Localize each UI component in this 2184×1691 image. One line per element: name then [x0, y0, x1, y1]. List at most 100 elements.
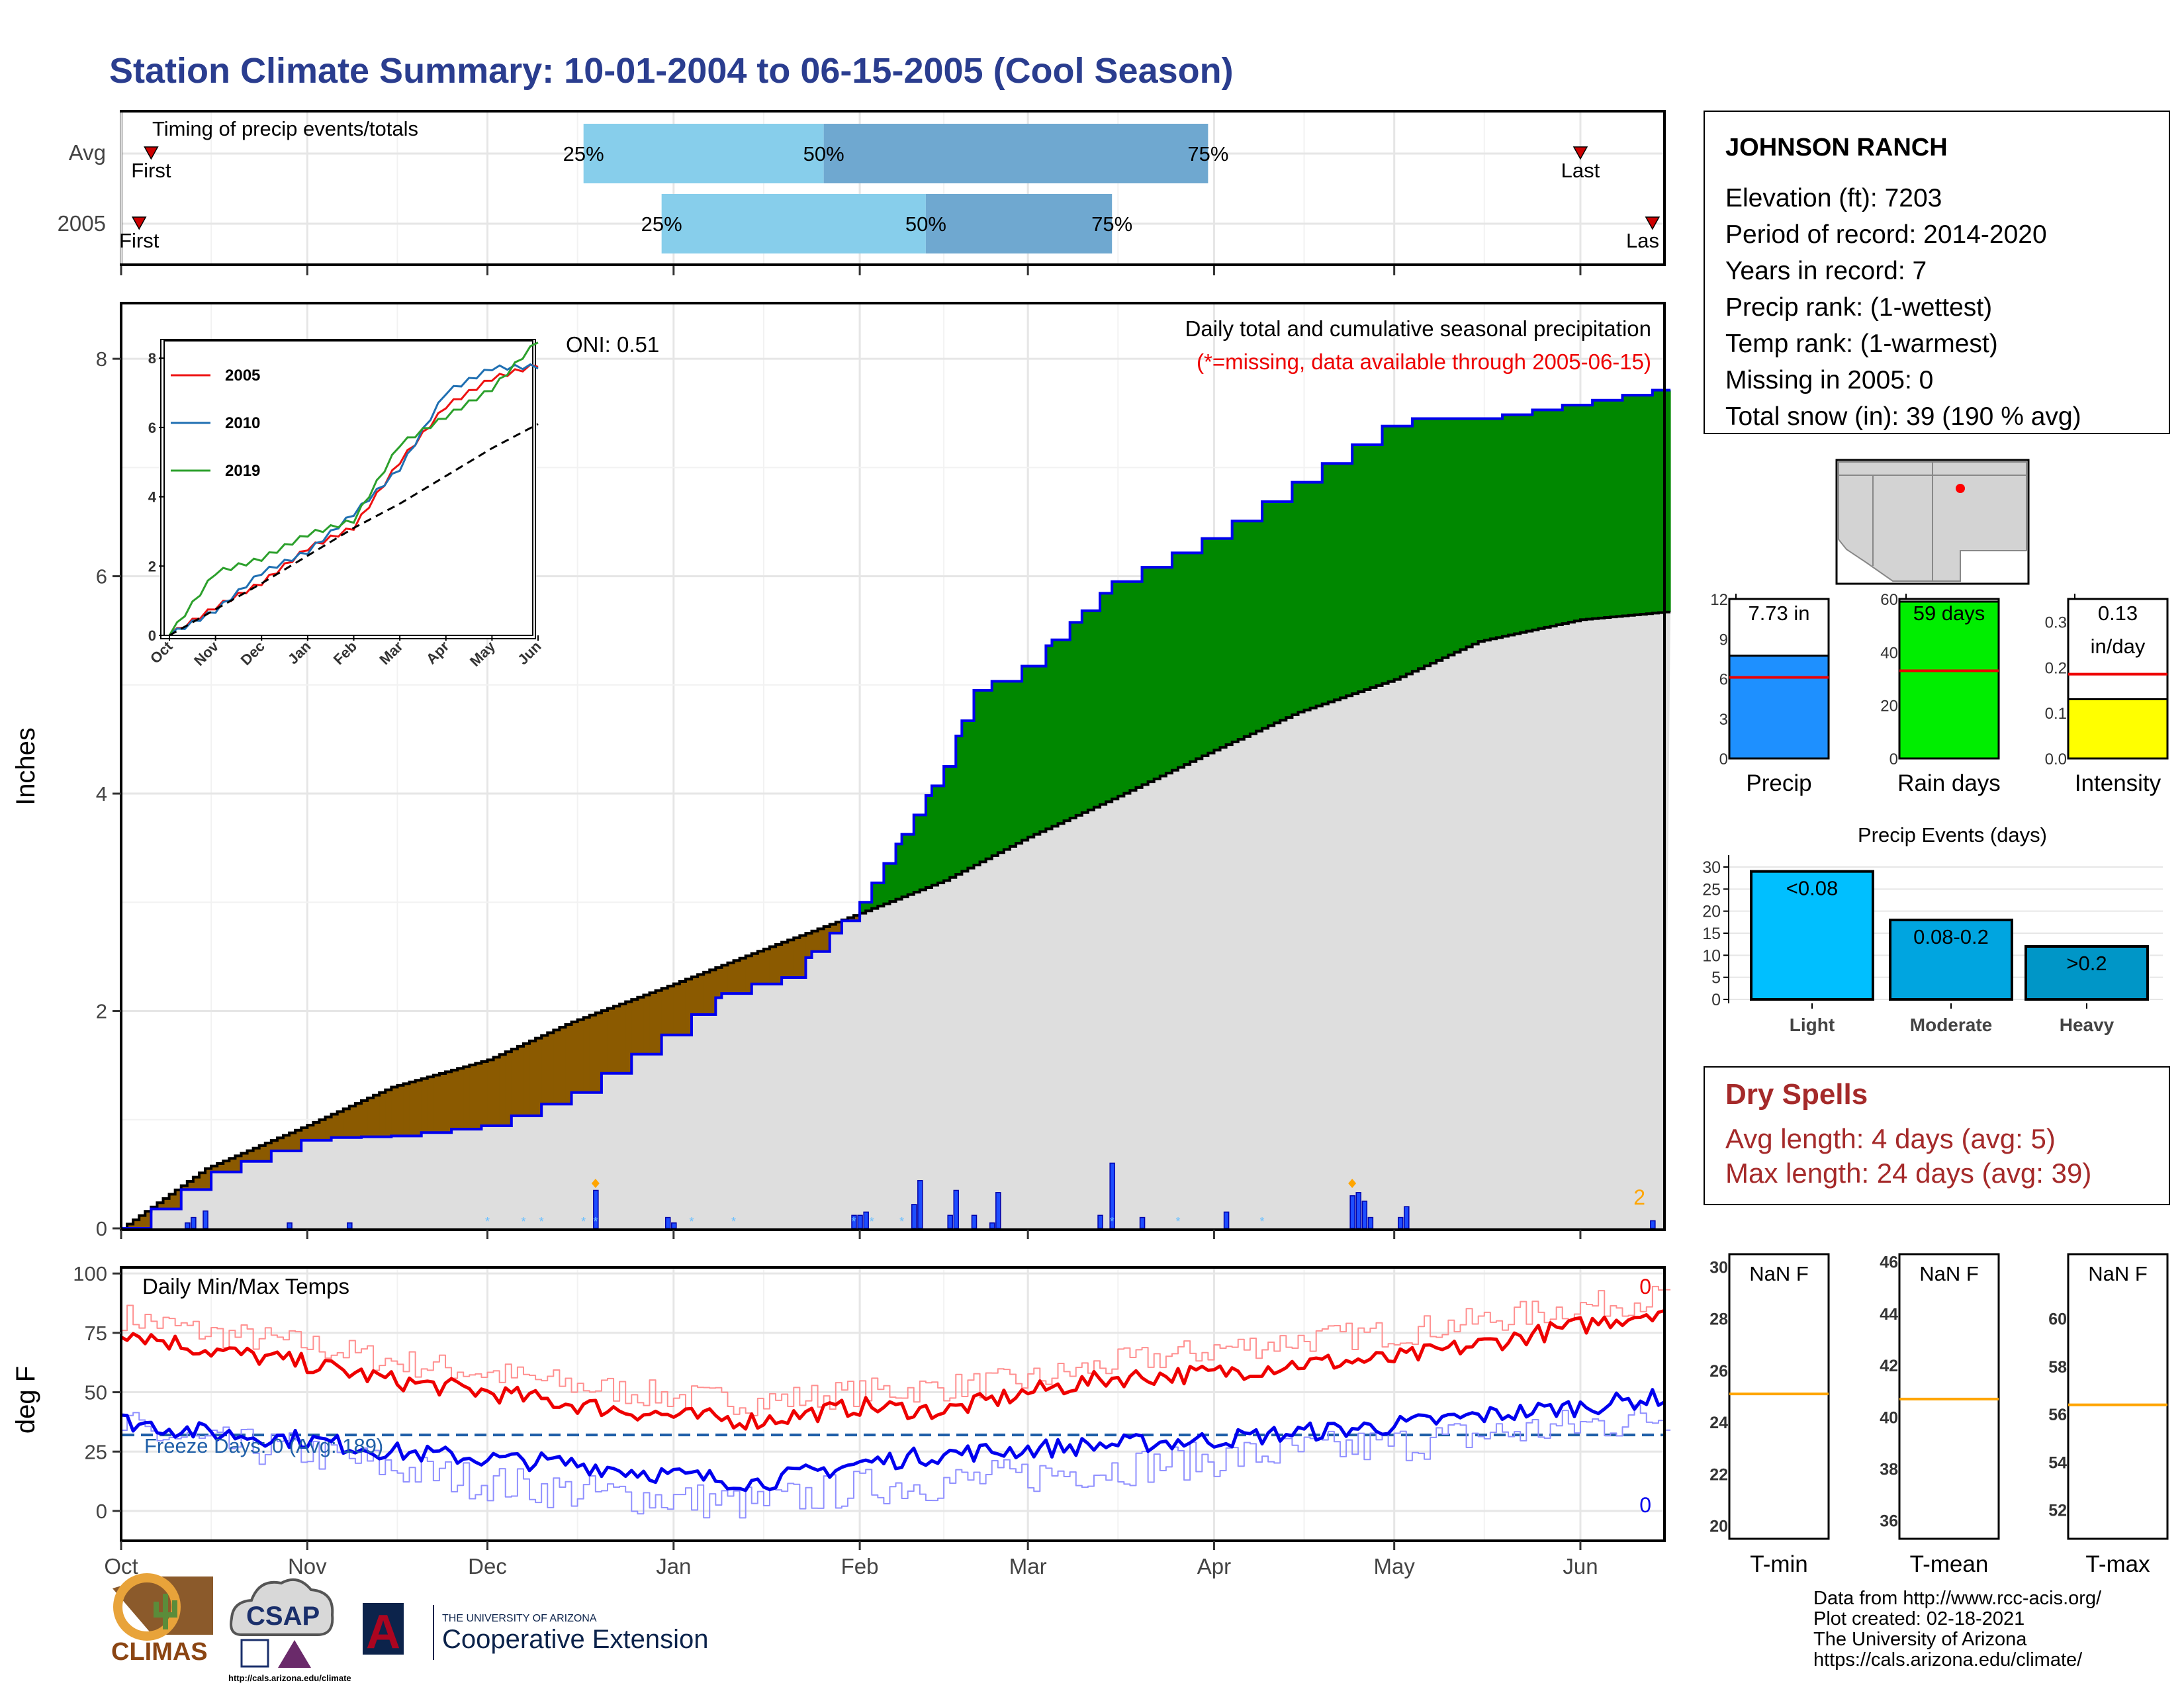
temp-bar-tick-label: 54	[2048, 1453, 2067, 1472]
timing-row-label-2005: 2005	[58, 211, 106, 236]
precip-daily-bar	[347, 1222, 353, 1229]
timing-label-q25: 25%	[563, 142, 604, 165]
temp-panel-frame	[120, 1266, 1666, 1542]
precip-above-average-fill	[1352, 444, 1359, 694]
timing-bar-q25-q50	[661, 194, 926, 253]
footer-data-source: Data from http://www.rcc-acis.org/	[1813, 1588, 2102, 1609]
precip-above-average-fill	[1436, 418, 1443, 661]
mini-bar-value	[1728, 655, 1830, 760]
events-category-label: Moderate	[1910, 1015, 1992, 1035]
dry-spells-frame	[1704, 1066, 2170, 1205]
precip-above-average-fill	[1154, 567, 1161, 779]
precip-trace-marker: *	[1110, 1215, 1115, 1228]
precip-above-average-fill	[1118, 581, 1124, 796]
precip-above-average-fill	[931, 786, 938, 886]
x-axis-tick-label: Nov	[288, 1554, 327, 1578]
precip-below-average-fill	[349, 1106, 356, 1138]
csap-logo[interactable]: CSAP http://cals.arizona.edu/climate	[228, 1578, 351, 1683]
mini-bar-tick-label: 12	[1710, 591, 1728, 609]
precip-above-average-fill	[1514, 414, 1521, 634]
precip-above-average-fill	[1087, 610, 1095, 810]
precip-daily-bar	[1139, 1216, 1146, 1229]
timing-label-q50: 50%	[905, 212, 946, 236]
precip-below-average-fill	[835, 922, 842, 933]
precip-below-average-fill	[469, 1065, 476, 1130]
precip-below-average-fill	[614, 1006, 620, 1074]
precip-below-average-fill	[745, 956, 752, 994]
timing-bar-q50-q75	[925, 194, 1113, 253]
precip-above-average-fill	[1298, 482, 1305, 712]
precip-above-average-fill	[1346, 463, 1353, 696]
precip-daily-bar	[1650, 1220, 1656, 1229]
precip-above-average-fill	[968, 721, 974, 868]
precip-below-average-fill	[595, 1013, 602, 1093]
timing-last-label: Last	[1561, 159, 1600, 182]
precip-above-average-fill	[1022, 666, 1028, 841]
temp-bar-tick-label: 38	[1880, 1460, 1898, 1479]
precip-above-average-fill	[1424, 418, 1431, 666]
mini-bar-category-label: Rain days	[1897, 770, 2001, 796]
precip-above-average-fill	[895, 844, 903, 899]
temp-bar-frame	[1728, 1253, 1830, 1540]
precip-below-average-fill	[698, 974, 704, 1015]
precip-above-average-fill	[1544, 410, 1551, 627]
precip-below-average-fill	[181, 1185, 188, 1190]
precip-above-average-fill	[1364, 444, 1371, 690]
temp-y-tick-label: 50	[85, 1381, 107, 1404]
mini-bar-category-label: Intensity	[2075, 770, 2161, 796]
precip-above-average-fill	[901, 834, 909, 897]
precip-above-average-fill	[991, 681, 999, 856]
ua-extension-logo[interactable]: A THE UNIVERSITY OF ARIZONA Cooperative …	[363, 1603, 708, 1660]
climas-logo[interactable]: CLIMAS	[111, 1573, 213, 1666]
precip-below-average-fill	[397, 1085, 404, 1136]
precip-areas	[121, 388, 1671, 1230]
precip-above-average-fill	[1466, 418, 1473, 647]
inset-legend-label: 2010	[225, 414, 260, 432]
mini-bar-tick-label: 3	[1719, 711, 1728, 729]
precip-below-average-fill	[685, 979, 692, 1035]
precip-above-average-fill	[1316, 482, 1323, 706]
mini-bar-value	[2067, 698, 2169, 760]
precip-above-average-fill	[1430, 418, 1437, 663]
temp-bar-category-label: T-max	[2085, 1551, 2150, 1577]
temp-bar-value-label: NaN F	[2088, 1262, 2148, 1285]
precip-above-average-fill	[1610, 400, 1617, 617]
events-bar-value-label: <0.08	[1786, 877, 1838, 900]
inset-series-line	[168, 342, 539, 636]
precip-below-average-fill	[427, 1077, 434, 1133]
precip-above-average-fill	[1598, 400, 1605, 618]
precip-above-average-fill	[1658, 390, 1665, 613]
csap-wordmark: CSAP	[246, 1602, 320, 1631]
precip-below-average-fill	[481, 1062, 488, 1126]
precip-above-average-fill	[950, 766, 956, 878]
precip-below-average-fill	[415, 1080, 422, 1136]
mini-bar-category-label: Precip	[1746, 770, 1811, 796]
ua-logo-line2: Cooperative Extension	[442, 1625, 708, 1654]
precip-subtitle: Daily total and cumulative seasonal prec…	[1185, 316, 1651, 341]
max-temp-line	[120, 1308, 1665, 1431]
mini-bar-value-label: 59 days	[1913, 602, 1985, 625]
precip-events-title: Precip Events (days)	[1858, 823, 2047, 846]
station-elevation: Elevation (ft): 7203	[1725, 184, 1942, 212]
precip-above-average-fill	[1202, 538, 1208, 756]
precip-above-average-fill	[1322, 463, 1329, 704]
precip-above-average-fill	[1592, 400, 1599, 619]
precip-below-average-fill	[307, 1124, 314, 1140]
precip-above-average-fill	[1382, 426, 1389, 684]
inset-plot-frame	[163, 340, 533, 636]
precip-below-average-fill	[187, 1181, 194, 1190]
precip-above-average-fill	[1016, 681, 1023, 844]
precip-trace-marker: *	[690, 1215, 694, 1228]
temp-bar-category-label: T-min	[1750, 1551, 1808, 1577]
precip-below-average-fill	[817, 929, 825, 952]
temp-bar-tick-label: 60	[2048, 1310, 2067, 1329]
x-axis-tick-label: Jun	[1563, 1554, 1598, 1578]
csap-mountain-icon	[278, 1640, 311, 1668]
precip-above-average-fill	[1292, 482, 1298, 715]
precip-below-average-fill	[409, 1081, 416, 1136]
precip-below-average-fill	[631, 999, 638, 1054]
precip-above-average-fill	[1046, 645, 1052, 829]
precip-daily-bar	[863, 1211, 869, 1229]
precip-above-average-fill	[1478, 418, 1485, 642]
